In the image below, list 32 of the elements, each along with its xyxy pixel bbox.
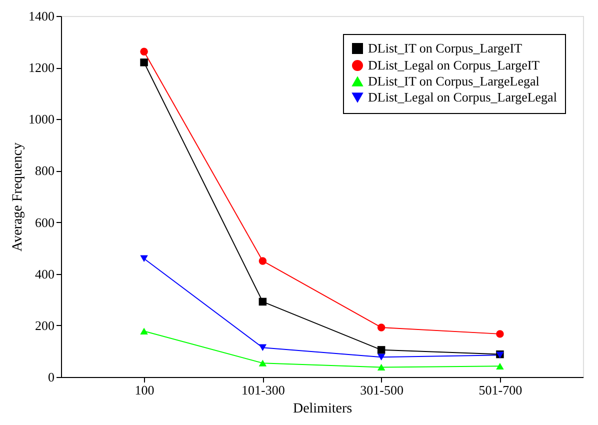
legend-label: DList_IT on Corpus_LargeIT	[368, 40, 522, 56]
y-tick-label: 800	[35, 163, 54, 178]
point	[140, 48, 148, 56]
y-tick-label: 1000	[28, 112, 54, 127]
x-tick-label: 501-700	[478, 382, 522, 398]
x-tick-label: 100	[134, 382, 154, 398]
point	[258, 257, 267, 265]
y-tick-label: 200	[35, 318, 54, 333]
point	[377, 346, 386, 354]
point	[377, 324, 386, 332]
x-tick-label: 101-300	[242, 382, 285, 398]
y-tick-label: 600	[35, 214, 54, 230]
y-tick-label: 400	[35, 266, 54, 282]
point	[140, 328, 148, 334]
legend-label: DList_Legal on Corpus_LargeIT	[368, 58, 540, 72]
legend-label: DList_Legal on Corpus_LargeLegal	[368, 90, 558, 104]
point	[496, 362, 504, 370]
point	[496, 330, 504, 338]
point	[258, 298, 267, 306]
point	[377, 364, 386, 371]
y-tick-label: 0	[48, 370, 54, 384]
point	[258, 344, 267, 351]
point	[140, 58, 148, 66]
point	[377, 354, 386, 360]
y-tick-label: 1200	[28, 60, 54, 76]
y-axis-title: Average Frequency	[10, 142, 26, 252]
y-tick-label: 1400	[28, 8, 54, 24]
point	[258, 360, 267, 366]
x-tick-label: 301-500	[360, 382, 404, 398]
x-axis-title: Delimiters	[292, 402, 352, 416]
legend-label: DList_IT on Corpus_LargeLegal	[368, 74, 540, 88]
point	[140, 255, 148, 262]
